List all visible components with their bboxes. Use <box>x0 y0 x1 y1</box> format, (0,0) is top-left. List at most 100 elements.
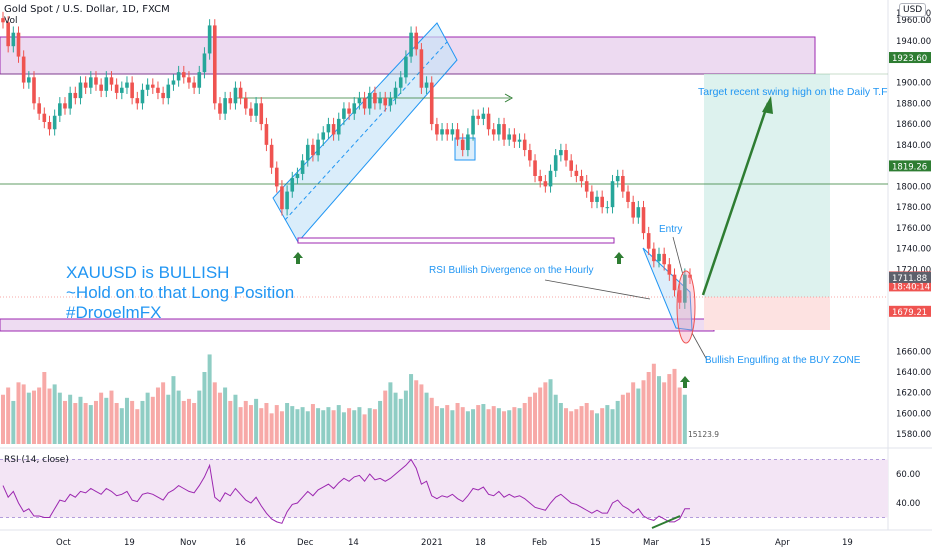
candle-body <box>383 98 388 106</box>
volume-bar <box>171 376 176 444</box>
candle-body <box>548 170 553 187</box>
candle-body <box>125 82 129 88</box>
volume-bar <box>254 398 259 444</box>
candle-body <box>280 186 284 210</box>
volume-bar <box>83 403 88 444</box>
volume-bar <box>595 413 600 444</box>
chart-title: Gold Spot / U.S. Dollar, 1D, FXCM <box>4 4 170 15</box>
candle-body <box>274 167 279 187</box>
candle-body <box>667 264 672 275</box>
volume-bar <box>543 382 548 444</box>
volume-bar <box>631 382 636 444</box>
volume-bar <box>150 396 155 444</box>
volume-bar <box>419 384 424 444</box>
volume-bar <box>372 409 377 444</box>
currency-button[interactable]: USD <box>899 3 927 17</box>
volume-bar <box>646 372 651 444</box>
candle-body <box>610 181 615 208</box>
candle-body <box>373 92 377 104</box>
volume-bar <box>651 363 656 444</box>
candle-body <box>94 77 98 85</box>
candle-body <box>352 103 357 114</box>
x-tick-label: Dec <box>297 538 314 548</box>
volume-bar <box>403 390 408 444</box>
candle-body <box>512 134 517 142</box>
candle-body <box>181 72 186 78</box>
candle-body <box>233 87 238 104</box>
volume-bar <box>641 380 646 444</box>
engulfing-pointer <box>691 332 708 361</box>
volume-bar <box>662 382 667 444</box>
volume-bar <box>305 411 310 444</box>
candle-body <box>104 77 109 91</box>
buy-arrow <box>614 252 624 264</box>
candle-body <box>672 274 677 291</box>
countdown-label: 18:40:14 <box>892 282 930 292</box>
candle-body <box>378 98 382 104</box>
volume-bar <box>569 411 574 444</box>
candle-body <box>99 84 103 91</box>
candle-body <box>295 173 300 179</box>
y-tick-label: 1780.00 <box>896 203 931 213</box>
x-tick-label: 19 <box>124 538 135 548</box>
candle-body <box>130 82 134 99</box>
candle-body <box>223 98 227 114</box>
candle-body <box>68 92 72 109</box>
candle-body <box>414 32 419 50</box>
volume-bar <box>124 397 129 444</box>
candle-body <box>27 77 31 83</box>
candle-body <box>187 77 191 83</box>
candle-body <box>559 150 563 156</box>
candle-body <box>32 77 36 104</box>
candle-body <box>166 84 171 99</box>
candle-body <box>404 56 408 78</box>
y-tick-label: 1900.00 <box>896 79 931 89</box>
price-label-box <box>889 52 931 64</box>
volume-bar <box>155 387 160 444</box>
candle-body <box>517 139 522 142</box>
candle-body <box>652 248 656 262</box>
candle-body <box>455 129 460 140</box>
volume-bar <box>538 387 543 444</box>
volume-bar <box>274 405 279 444</box>
rsi-label: RSI (14, close) <box>4 455 69 465</box>
candle-body <box>491 129 496 135</box>
candle-body <box>228 98 233 104</box>
candle-body <box>156 87 160 93</box>
candle-body <box>460 139 465 151</box>
volume-bar <box>522 403 527 444</box>
volume-bar <box>434 406 439 444</box>
volume-bar <box>667 374 672 444</box>
volume-bar <box>300 407 305 444</box>
note-entry: Entry <box>659 224 683 235</box>
volume-bar <box>626 392 631 444</box>
volume-bar <box>238 407 243 444</box>
volume-bar <box>99 392 104 444</box>
candle-body <box>114 84 119 93</box>
volume-bar <box>527 396 532 444</box>
volume-bar <box>378 400 383 444</box>
volume-bar <box>460 407 465 444</box>
volume-bar <box>6 387 11 444</box>
rsi-line <box>2 458 690 524</box>
candle-body <box>342 108 346 119</box>
volume-bar <box>564 408 569 444</box>
volume-bar <box>553 394 558 444</box>
y-tick-label: 1800.00 <box>896 182 931 192</box>
candle-body <box>249 108 253 116</box>
candle-body <box>311 144 315 156</box>
candle-body <box>21 56 26 83</box>
volume-bar <box>429 397 434 444</box>
volume-bar <box>88 405 93 444</box>
volume-bar <box>202 372 207 444</box>
candle-body <box>626 191 630 202</box>
candle-body <box>615 176 620 182</box>
y-tick-label: 1660.00 <box>896 347 931 357</box>
rsi-band <box>0 459 888 518</box>
candle-body <box>42 113 47 122</box>
candle-body <box>52 115 57 130</box>
volume-bar <box>600 408 605 444</box>
volume-bar <box>197 390 202 444</box>
volume-bar <box>21 384 26 444</box>
volume-bar <box>130 400 135 444</box>
